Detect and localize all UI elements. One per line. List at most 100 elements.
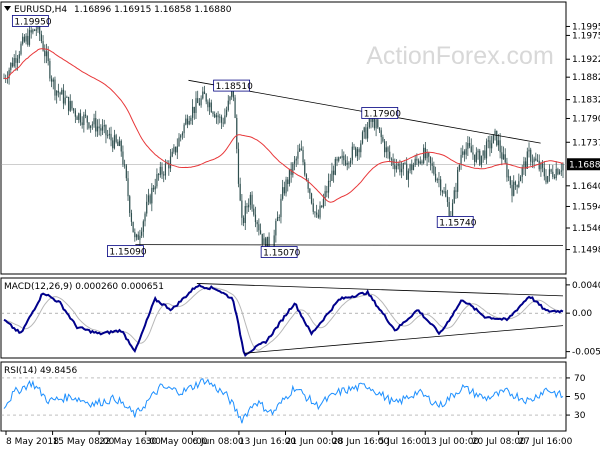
candle-body <box>426 152 428 159</box>
price-annotation-label: 1.17900 <box>364 109 401 119</box>
candle-body <box>169 156 172 169</box>
candle-body <box>448 202 450 217</box>
price-annotation-box <box>361 107 399 119</box>
candle-body <box>56 90 58 96</box>
candle-body <box>208 102 211 108</box>
candle-body <box>451 203 454 219</box>
candle-body <box>431 163 433 166</box>
candle-body <box>78 113 80 120</box>
candle-body <box>513 181 515 196</box>
candle-body <box>96 126 99 132</box>
candle-body <box>402 162 404 169</box>
candle-body <box>25 35 27 42</box>
candle-body <box>205 93 207 102</box>
macd-tick-label: 0.00 <box>572 309 592 319</box>
candle-body <box>62 89 65 104</box>
price-tick-label: 1.15940 <box>572 202 600 212</box>
rsi-title: RSI(14) 49.8456 <box>4 366 77 376</box>
rsi-tick-label: 50 <box>574 393 586 403</box>
candle-body <box>441 191 443 193</box>
candle-body <box>190 117 192 121</box>
moving-average-line <box>3 48 564 203</box>
candle-body <box>178 137 180 147</box>
candle-body <box>71 101 73 109</box>
candle-body <box>268 236 270 250</box>
price-tick-label: 1.19950 <box>572 22 600 32</box>
candle-body <box>118 140 121 146</box>
candle-body <box>458 164 460 170</box>
time-tick-label: 30 May 00:00 <box>146 437 208 447</box>
price-annotation-label: 1.15070 <box>263 249 300 259</box>
candle-body <box>511 184 513 196</box>
candle-body <box>304 162 306 175</box>
candle-body <box>110 133 112 141</box>
price-tick-label: 1.17370 <box>572 138 600 148</box>
candle-body <box>499 140 501 153</box>
candle-body <box>293 160 296 164</box>
candle-body <box>173 146 175 152</box>
candle-body <box>33 29 36 31</box>
candle-body <box>100 128 102 131</box>
price-tick-label: 1.19220 <box>572 55 600 65</box>
candle-body <box>489 140 491 149</box>
candle-body <box>83 114 85 126</box>
candle-body <box>185 118 187 125</box>
candle-body <box>64 97 66 104</box>
candle-body <box>195 98 197 113</box>
candle-body <box>358 149 360 153</box>
candle-body <box>521 167 523 177</box>
candle-body <box>135 234 138 238</box>
candle-body <box>378 127 381 131</box>
price-tick-label: 1.19750 <box>572 31 600 41</box>
candle-body <box>508 176 510 178</box>
candle-body <box>339 157 342 159</box>
candle-body <box>344 160 347 165</box>
candle-body <box>297 151 299 159</box>
candle-body <box>10 62 12 70</box>
candle-body <box>122 151 124 165</box>
candle-body <box>57 90 59 93</box>
candle-body <box>516 184 518 187</box>
candle-body <box>35 29 37 31</box>
candle-body <box>351 146 353 161</box>
candle-body <box>90 125 92 128</box>
candle-body <box>445 191 447 197</box>
candle-body <box>124 164 126 166</box>
candle-body <box>562 164 564 171</box>
candle-body <box>232 91 234 98</box>
candle-body <box>465 148 467 155</box>
candle-body <box>101 126 104 131</box>
candle-body <box>299 148 301 152</box>
candle-body <box>159 166 161 176</box>
candle-body <box>314 211 316 213</box>
candle-body <box>22 36 24 44</box>
time-tick-label: 8 May 2018 <box>6 437 59 447</box>
candle-body <box>514 181 517 185</box>
candle-body <box>74 110 76 117</box>
candle-body <box>407 170 409 180</box>
candle-body <box>147 195 150 202</box>
candle-body <box>263 238 265 245</box>
price-tick-label: 1.14980 <box>572 246 600 256</box>
candle-body <box>285 179 287 194</box>
current-price-label: 1.16880 <box>569 160 600 170</box>
candle-body <box>290 168 292 175</box>
candle-body <box>220 116 223 123</box>
candle-body <box>525 161 527 169</box>
candle-body <box>309 188 311 194</box>
rsi-tick-label: 70 <box>574 374 586 384</box>
candle-body <box>166 163 168 165</box>
candle-body <box>180 135 182 138</box>
macd-trendline <box>244 325 564 354</box>
candle-body <box>482 150 484 156</box>
candle-body <box>222 122 224 124</box>
candle-body <box>333 170 335 175</box>
candle-body <box>176 146 178 153</box>
candle-body <box>334 159 336 175</box>
candle-body <box>66 96 68 98</box>
candle-body <box>225 109 228 116</box>
candle-body <box>487 140 489 142</box>
rsi-line <box>3 378 564 424</box>
